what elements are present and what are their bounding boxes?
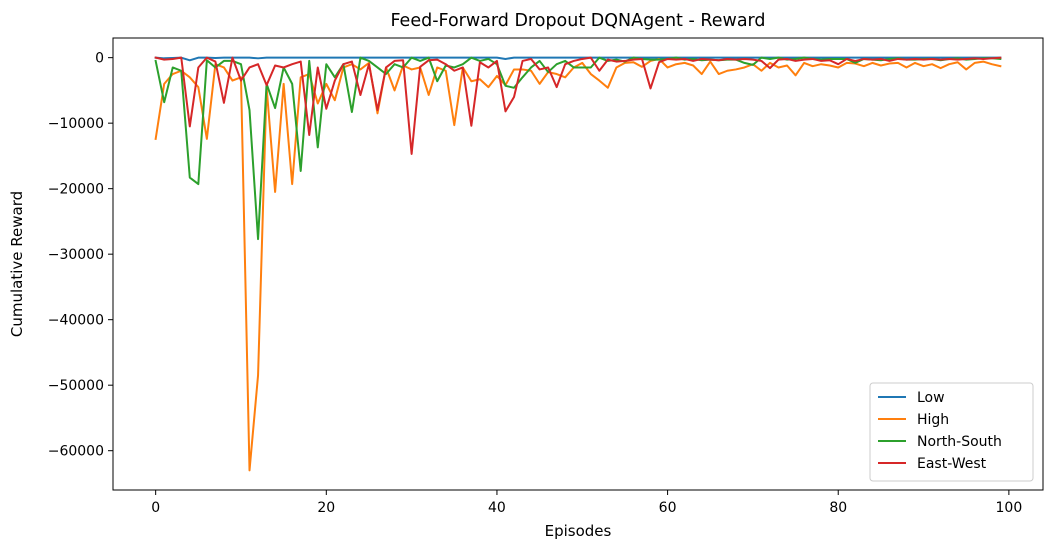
y-tick-label: −40000	[48, 313, 104, 329]
y-axis-title: Cumulative Reward	[8, 191, 26, 337]
y-tick-label: −30000	[48, 247, 104, 263]
y-tick-label: 0	[95, 51, 104, 67]
legend: Low High North-South East-West	[869, 382, 1034, 482]
legend-label-low: Low	[917, 390, 945, 406]
series-line-low	[154, 56, 1002, 62]
legend-label-high: High	[917, 412, 949, 428]
x-tick-label: 80	[829, 500, 847, 516]
legend-label-east-west: East-West	[917, 456, 987, 472]
y-tick-label: −60000	[48, 444, 104, 460]
x-tick-label: 0	[151, 500, 160, 516]
x-tick-label: 60	[659, 500, 677, 516]
plot-frame	[112, 37, 1044, 491]
x-tick-label: 40	[488, 500, 506, 516]
y-tick-label: −50000	[48, 378, 104, 394]
y-tick-label: −10000	[48, 116, 104, 132]
legend-label-north-south: North-South	[917, 434, 1002, 450]
y-tick-label: −20000	[48, 182, 104, 198]
series-line-east-west	[154, 56, 1002, 155]
chart-title: Feed-Forward Dropout DQNAgent - Reward	[390, 11, 765, 31]
x-axis-title: Episodes	[545, 522, 612, 540]
x-tick-label: 100	[996, 500, 1023, 516]
legend-box	[869, 382, 1034, 482]
x-tick-label: 20	[317, 500, 335, 516]
plot-area: 0 20 40 60 80 100 0 −10000 −20000 −30000 −40000 −50…	[48, 37, 1044, 516]
